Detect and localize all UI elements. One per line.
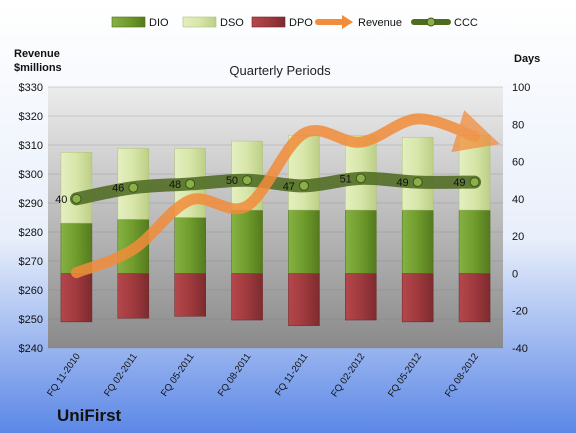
legend-item-dio: DIO	[111, 16, 169, 29]
legend-item-ccc: CCC	[411, 17, 478, 29]
legend-item-dso: DSO	[182, 16, 244, 29]
ccc-point	[298, 180, 309, 191]
ccc-data-label: 49	[453, 177, 465, 189]
legend-label: DIO	[149, 17, 169, 29]
revenue-line	[70, 110, 500, 279]
ccc-data-label: 40	[55, 194, 67, 206]
left-tick-label: $310	[19, 140, 43, 152]
right-tick-label: 100	[512, 82, 530, 94]
right-tick-label: 20	[512, 231, 524, 243]
ccc-data-label: 47	[283, 181, 295, 193]
ccc-point	[185, 178, 196, 189]
legend-swatch	[111, 16, 146, 28]
ccc-data-label: 50	[226, 175, 238, 187]
legend-label: DPO	[289, 17, 313, 29]
legend-label: CCC	[454, 17, 478, 29]
dio-bar	[231, 209, 263, 274]
left-tick-label: $250	[19, 314, 43, 326]
right-tick-label: -40	[512, 343, 528, 355]
right-tick-label: 60	[512, 157, 524, 169]
right-tick-label: 0	[512, 268, 518, 280]
left-tick-label: $320	[19, 111, 43, 123]
dio-bar	[174, 217, 206, 274]
ccc-data-label: 46	[112, 183, 124, 195]
dso-bar	[401, 137, 434, 211]
left-axis-title-line: $millions	[14, 62, 62, 74]
left-axis-title-line: Revenue	[14, 48, 60, 60]
dpo-bar	[458, 273, 491, 323]
left-axis: $240 $250 $260 $270 $280 $290 $300 $310 $320 $330	[19, 82, 43, 355]
legend-item-dpo: DPO	[251, 16, 313, 29]
right-axis-title: Days	[514, 53, 540, 65]
left-tick-label: $290	[19, 198, 43, 210]
line-series: 40 46 48 50 47 51 49 49	[55, 110, 500, 279]
ccc-point	[355, 173, 366, 184]
ccc-point	[469, 177, 480, 188]
right-tick-label: -20	[512, 306, 528, 318]
company-name: UniFirst	[57, 406, 122, 425]
dio-bar	[401, 209, 434, 274]
dso-bar	[60, 152, 93, 224]
left-tick-label: $300	[19, 169, 43, 181]
left-tick-label: $280	[19, 227, 43, 239]
ccc-point	[128, 182, 139, 193]
ccc-data-label: 51	[340, 173, 352, 185]
dpo-bar	[117, 273, 150, 319]
right-tick-label: 40	[512, 194, 524, 206]
ccc-point	[71, 193, 82, 204]
dpo-bar	[288, 273, 320, 326]
left-tick-label: $330	[19, 82, 43, 94]
legend-swatch	[182, 16, 217, 28]
left-tick-label: $270	[19, 256, 43, 268]
dio-bar	[288, 209, 320, 274]
left-axis-title: Revenue $millions	[14, 48, 62, 74]
legend-arrow-icon	[342, 15, 353, 29]
dpo-bar	[231, 273, 263, 321]
legend-marker	[426, 17, 436, 27]
dso-bar	[458, 135, 491, 211]
dio-bar	[345, 209, 377, 274]
ccc-point	[412, 177, 423, 188]
dpo-bar	[401, 273, 434, 323]
ccc-data-label: 49	[396, 177, 408, 189]
left-tick-label: $240	[19, 343, 43, 355]
legend-item-revenue: Revenue	[315, 15, 402, 29]
left-tick-label: $260	[19, 285, 43, 297]
dpo-bar	[60, 273, 93, 323]
dpo-bar	[174, 273, 206, 317]
right-axis: -40 -20 0 20 40 60 80 100	[512, 82, 530, 355]
bar-series	[60, 135, 491, 326]
ccc-point	[242, 175, 253, 186]
right-tick-label: 80	[512, 119, 524, 131]
legend-label: DSO	[220, 17, 244, 29]
legend: DIO DSO DPO Revenue CCC	[111, 15, 478, 29]
legend-label: Revenue	[358, 17, 402, 29]
chart-title: Quarterly Periods	[229, 63, 331, 78]
legend-swatch	[251, 16, 286, 28]
dio-bar	[458, 209, 491, 274]
ccc-data-label: 48	[169, 179, 181, 191]
dpo-bar	[345, 273, 377, 321]
